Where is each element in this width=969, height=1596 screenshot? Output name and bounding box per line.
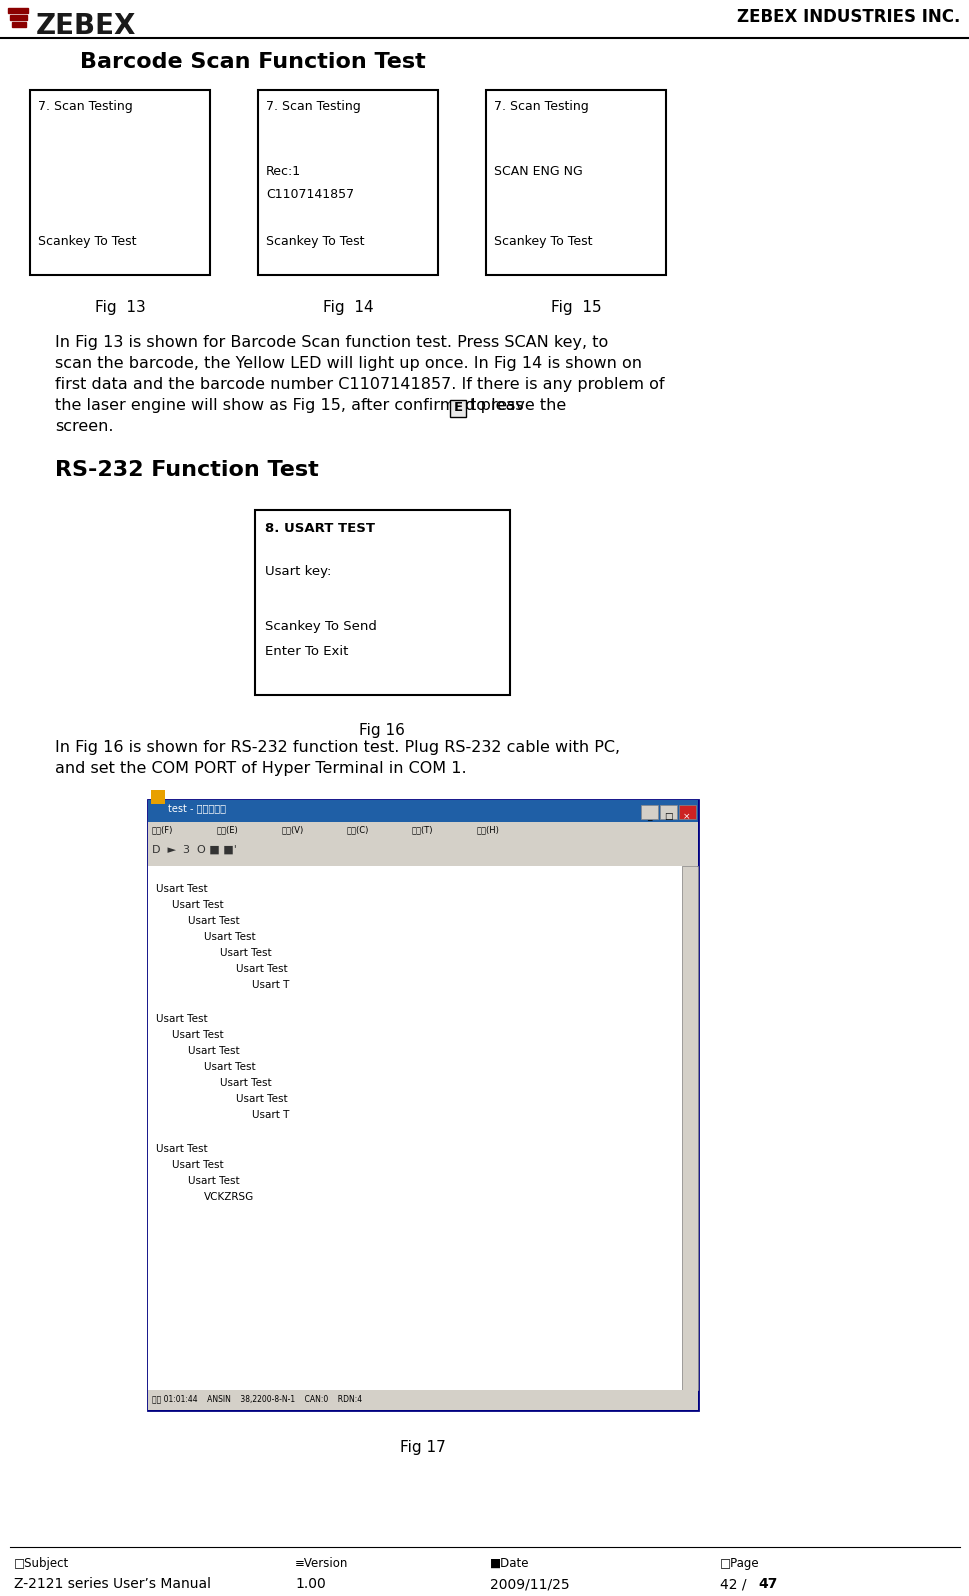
Bar — [8, 8, 28, 13]
Bar — [485, 89, 666, 275]
Text: Usart Test: Usart Test — [220, 948, 271, 958]
Bar — [148, 822, 698, 839]
Text: Fig  13: Fig 13 — [95, 300, 145, 314]
Text: ■Date: ■Date — [489, 1558, 529, 1570]
Bar — [12, 22, 26, 27]
Text: Usart Test: Usart Test — [172, 1160, 224, 1170]
Text: ×: × — [682, 812, 690, 820]
Bar — [258, 89, 438, 275]
Text: Rec:1: Rec:1 — [266, 164, 300, 179]
Text: 47: 47 — [757, 1577, 776, 1591]
Text: Fig 16: Fig 16 — [359, 723, 404, 737]
Bar — [681, 867, 698, 1390]
Text: Usart T: Usart T — [252, 980, 289, 990]
Text: 檔案(F): 檔案(F) — [152, 825, 173, 835]
Text: test - 超級終端機: test - 超級終端機 — [168, 804, 226, 814]
Bar — [148, 800, 698, 822]
Text: Scankey To Test: Scankey To Test — [266, 235, 364, 247]
Text: Fig  15: Fig 15 — [550, 300, 601, 314]
Text: to leave the: to leave the — [470, 397, 566, 413]
Text: 7. Scan Testing: 7. Scan Testing — [493, 101, 588, 113]
Text: Scankey To Test: Scankey To Test — [38, 235, 137, 247]
Bar — [255, 511, 510, 694]
Text: 1.00: 1.00 — [295, 1577, 326, 1591]
Text: 呼叫(C): 呼叫(C) — [347, 825, 369, 835]
Text: Usart Test: Usart Test — [188, 1045, 239, 1057]
Text: Usart Test: Usart Test — [188, 1176, 239, 1186]
Text: 說明(H): 說明(H) — [477, 825, 499, 835]
Text: Usart Test: Usart Test — [220, 1077, 271, 1088]
Text: □Subject: □Subject — [14, 1558, 69, 1570]
Text: Scankey To Send: Scankey To Send — [265, 619, 377, 634]
Text: Usart Test: Usart Test — [203, 1061, 256, 1073]
Text: Usart T: Usart T — [252, 1109, 289, 1120]
Text: Usart Test: Usart Test — [172, 900, 224, 910]
Text: In Fig 13 is shown for Barcode Scan function test. Press SCAN key, to: In Fig 13 is shown for Barcode Scan func… — [55, 335, 608, 350]
Text: Usart Test: Usart Test — [156, 884, 207, 894]
Text: ≡Version: ≡Version — [295, 1558, 348, 1570]
Text: 连线 01:01:44    ANSIN    38,2200-8-N-1    CAN:0    RDN:4: 连线 01:01:44 ANSIN 38,2200-8-N-1 CAN:0 RD… — [152, 1393, 361, 1403]
Text: 編輯(E): 編輯(E) — [217, 825, 238, 835]
Text: D  ►  3  O ■ ■': D ► 3 O ■ ■' — [152, 844, 236, 855]
Text: _: _ — [646, 812, 650, 820]
Text: E: E — [453, 401, 462, 413]
Bar — [148, 800, 698, 1409]
Text: Scankey To Test: Scankey To Test — [493, 235, 592, 247]
Text: Usart Test: Usart Test — [156, 1013, 207, 1025]
Text: 2009/11/25: 2009/11/25 — [489, 1577, 569, 1591]
Text: the laser engine will show as Fig 15, after confirmed press: the laser engine will show as Fig 15, af… — [55, 397, 523, 413]
Bar — [30, 89, 209, 275]
Text: □Page: □Page — [719, 1558, 759, 1570]
Text: RS-232 Function Test: RS-232 Function Test — [55, 460, 319, 480]
Text: Z-2121 series User’s Manual: Z-2121 series User’s Manual — [14, 1577, 211, 1591]
Text: ZEBEX INDUSTRIES INC.: ZEBEX INDUSTRIES INC. — [735, 8, 959, 26]
Text: and set the COM PORT of Hyper Terminal in COM 1.: and set the COM PORT of Hyper Terminal i… — [55, 761, 466, 776]
Text: Usart Test: Usart Test — [188, 916, 239, 926]
Bar — [148, 839, 698, 867]
Text: first data and the barcode number C1107141857. If there is any problem of: first data and the barcode number C11071… — [55, 377, 664, 393]
Text: 檢視(V): 檢視(V) — [282, 825, 304, 835]
Bar — [151, 790, 165, 804]
Text: VCKZRSG: VCKZRSG — [203, 1192, 254, 1202]
Text: 7. Scan Testing: 7. Scan Testing — [266, 101, 360, 113]
Bar — [641, 804, 657, 819]
Text: ZEBEX: ZEBEX — [36, 13, 137, 40]
Text: C1107141857: C1107141857 — [266, 188, 354, 201]
Text: Usart Test: Usart Test — [235, 964, 288, 974]
Bar — [678, 804, 696, 819]
Text: Usart Test: Usart Test — [235, 1093, 288, 1104]
Bar — [659, 804, 676, 819]
Text: Usart Test: Usart Test — [172, 1029, 224, 1041]
Bar — [450, 401, 465, 417]
Text: Usart key:: Usart key: — [265, 565, 331, 578]
Text: SCAN ENG NG: SCAN ENG NG — [493, 164, 582, 179]
Text: Barcode Scan Function Test: Barcode Scan Function Test — [79, 53, 425, 72]
Text: □: □ — [663, 812, 672, 820]
Bar — [148, 1390, 698, 1409]
Bar — [10, 14, 27, 21]
Text: In Fig 16 is shown for RS-232 function test. Plug RS-232 cable with PC,: In Fig 16 is shown for RS-232 function t… — [55, 741, 619, 755]
Text: Usart Test: Usart Test — [203, 932, 256, 942]
Text: Fig  14: Fig 14 — [323, 300, 373, 314]
Text: 傳輸(T): 傳輸(T) — [412, 825, 433, 835]
Text: 8. USART TEST: 8. USART TEST — [265, 522, 375, 535]
Text: Usart Test: Usart Test — [156, 1144, 207, 1154]
Text: scan the barcode, the Yellow LED will light up once. In Fig 14 is shown on: scan the barcode, the Yellow LED will li… — [55, 356, 641, 370]
Text: Fig 17: Fig 17 — [399, 1440, 446, 1456]
Text: 7. Scan Testing: 7. Scan Testing — [38, 101, 133, 113]
Text: 42 /: 42 / — [719, 1577, 750, 1591]
Text: Enter To Exit: Enter To Exit — [265, 645, 348, 658]
Text: screen.: screen. — [55, 420, 113, 434]
Bar — [148, 867, 681, 1390]
